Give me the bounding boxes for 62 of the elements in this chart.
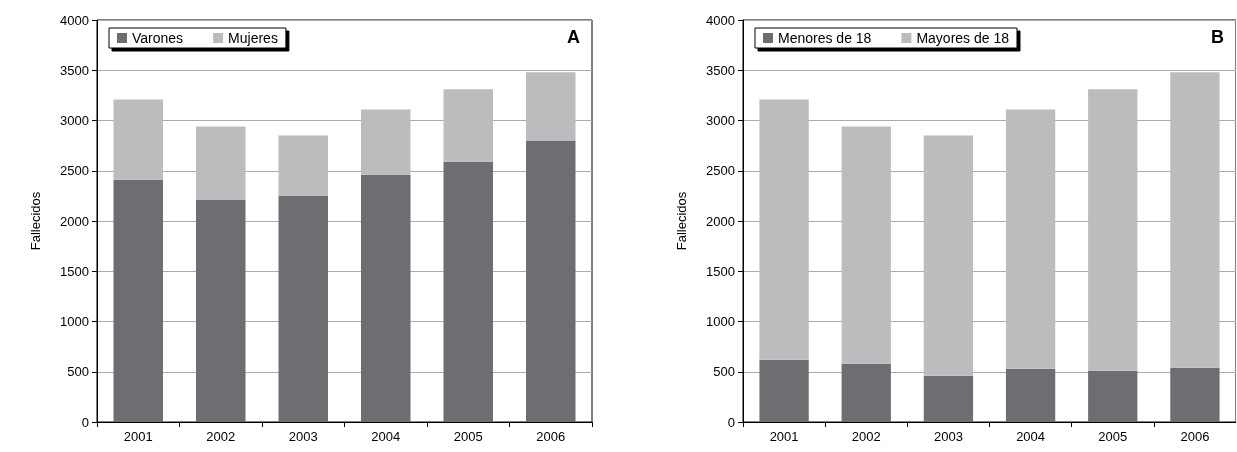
- y-tick-label: 1000: [60, 314, 89, 329]
- bar: [526, 140, 576, 422]
- y-tick-label: 3000: [706, 113, 735, 128]
- bar: [1088, 370, 1138, 422]
- bar: [361, 174, 411, 422]
- x-tick-label: 2005: [1098, 429, 1128, 444]
- y-tick-label: 2500: [706, 163, 735, 179]
- x-tick-label: 2004: [371, 429, 401, 444]
- x-tick-label: 2002: [851, 429, 881, 444]
- bar: [759, 99, 809, 360]
- y-tick-label: 1500: [60, 263, 89, 279]
- bar: [841, 126, 891, 364]
- bar: [759, 359, 809, 422]
- y-tick-label: 2000: [706, 213, 735, 229]
- bar: [841, 363, 891, 422]
- x-tick-label: 2006: [536, 429, 566, 444]
- bar: [1170, 367, 1220, 422]
- x-tick-label: 2001: [769, 429, 799, 444]
- bar: [1005, 368, 1056, 422]
- y-tick-label: 3500: [60, 62, 89, 78]
- y-axis-title: Fallecidos: [674, 191, 689, 251]
- bar: [113, 99, 163, 180]
- y-tick-label: 0: [727, 414, 735, 430]
- legend-label: Varones: [132, 30, 184, 46]
- annotation: B: [1211, 27, 1224, 47]
- y-tick-label: 0: [81, 414, 89, 430]
- bar: [443, 161, 493, 422]
- y-tick-label: 3000: [60, 113, 89, 128]
- y-tick-label: 3500: [706, 62, 735, 78]
- x-tick-label: 2002: [206, 429, 236, 444]
- bar: [113, 179, 163, 422]
- y-tick-label: 500: [713, 364, 735, 380]
- bar: [1170, 72, 1220, 368]
- y-tick-label: 4000: [706, 12, 735, 28]
- bar: [278, 195, 328, 422]
- x-tick-label: 2005: [453, 429, 483, 444]
- legend-label: Mayores de 18: [916, 30, 1010, 46]
- x-tick-label: 2006: [1180, 429, 1210, 444]
- legend-label: Menores de 18: [778, 30, 872, 46]
- bar: [196, 199, 246, 422]
- bar: [196, 126, 246, 200]
- legend-label: Mujeres: [228, 30, 278, 46]
- y-tick-label: 2500: [60, 163, 89, 179]
- bar: [526, 72, 576, 141]
- x-tick-label: 2003: [288, 429, 318, 444]
- y-tick-label: 4000: [60, 12, 89, 28]
- y-tick-label: 2000: [60, 213, 89, 229]
- y-tick-label: 500: [67, 364, 89, 380]
- y-tick-label: 1000: [706, 314, 735, 329]
- bar: [1088, 89, 1138, 371]
- x-tick-label: 2004: [1016, 429, 1046, 444]
- x-tick-label: 2001: [123, 429, 153, 444]
- annotation: A: [567, 27, 580, 47]
- y-tick-label: 1500: [706, 263, 735, 279]
- bar: [443, 89, 493, 162]
- bar: [923, 375, 974, 422]
- y-axis-title: Fallecidos: [28, 191, 43, 251]
- bar: [923, 135, 974, 376]
- bar: [1005, 109, 1056, 369]
- bar: [278, 135, 328, 196]
- x-tick-label: 2003: [933, 429, 963, 444]
- bar: [361, 109, 411, 175]
